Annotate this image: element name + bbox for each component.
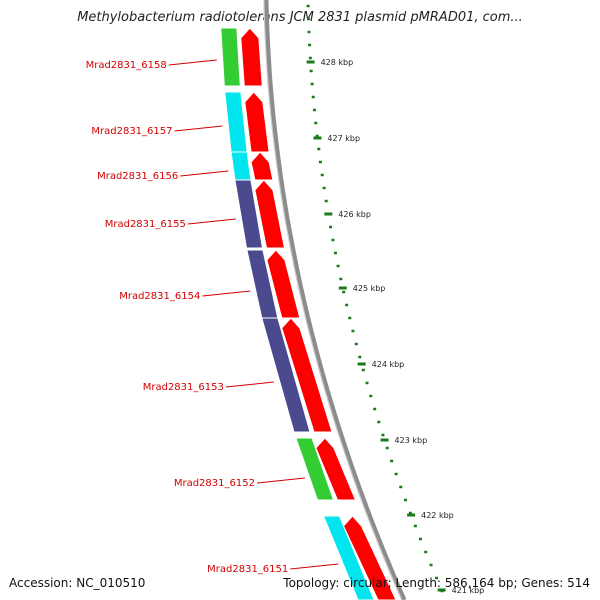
gene-block bbox=[322, 515, 375, 600]
strand-arrow bbox=[281, 317, 333, 433]
kbp-label: 427 kbp bbox=[327, 134, 360, 143]
gene-track bbox=[220, 27, 375, 600]
gene-label: Mrad2831_6153 bbox=[143, 382, 224, 393]
gene-block bbox=[224, 91, 248, 153]
label-leader bbox=[225, 381, 274, 388]
backbone-highlight bbox=[263, 0, 403, 600]
strand-track bbox=[240, 27, 397, 600]
scale-track: 428 kbp 427 kbp 426 kbp 425 kbp 424 kbp 423 k… bbox=[306, 4, 485, 595]
strand-arrow bbox=[244, 91, 270, 153]
gene-label: Mrad2831_6157 bbox=[91, 126, 172, 137]
gene-block bbox=[234, 179, 264, 249]
map-title: Methylobacterium radiotolerans JCM 2831 … bbox=[77, 10, 523, 25]
gene-label: Mrad2831_6154 bbox=[119, 291, 200, 302]
label-leader bbox=[202, 290, 251, 297]
kbp-label: 424 kbp bbox=[372, 360, 405, 369]
backbone-line bbox=[263, 0, 407, 600]
kbp-label: 426 kbp bbox=[338, 210, 371, 219]
kbp-label: 428 kbp bbox=[321, 58, 354, 67]
label-leader bbox=[180, 170, 229, 177]
kbp-label: 423 kbp bbox=[395, 436, 428, 445]
gene-label: Mrad2831_6158 bbox=[86, 60, 167, 71]
gene-label: Mrad2831_6152 bbox=[174, 478, 255, 489]
topology-summary: Topology: circular; Length: 586,164 bp; … bbox=[283, 576, 590, 590]
label-leader bbox=[290, 563, 339, 570]
gene-block bbox=[220, 27, 241, 87]
gene-block bbox=[295, 437, 335, 501]
label-leader bbox=[174, 125, 223, 132]
strand-arrow bbox=[342, 515, 397, 600]
strand-arrow bbox=[250, 151, 274, 181]
strand-arrow bbox=[254, 179, 286, 249]
strand-arrow bbox=[315, 437, 357, 501]
gene-labels: Mrad2831_6158 Mrad2831_6157 Mrad2831_6156 M… bbox=[86, 59, 339, 575]
gene-label: Mrad2831_6156 bbox=[97, 171, 178, 182]
label-leader bbox=[187, 218, 236, 225]
kbp-label: 422 kbp bbox=[421, 511, 454, 520]
gene-label: Mrad2831_6155 bbox=[105, 219, 186, 230]
gene-block bbox=[261, 317, 311, 433]
strand-arrow bbox=[266, 249, 301, 319]
kbp-label: 421 kbp bbox=[452, 586, 485, 595]
gene-label: Mrad2831_6151 bbox=[207, 564, 288, 575]
label-leader bbox=[168, 59, 217, 66]
accession-text: Accession: NC_010510 bbox=[9, 576, 146, 590]
backbone bbox=[263, 0, 407, 600]
label-leader bbox=[256, 477, 306, 484]
strand-arrow bbox=[240, 27, 263, 87]
kbp-label: 425 kbp bbox=[353, 284, 386, 293]
gene-block bbox=[230, 151, 252, 181]
